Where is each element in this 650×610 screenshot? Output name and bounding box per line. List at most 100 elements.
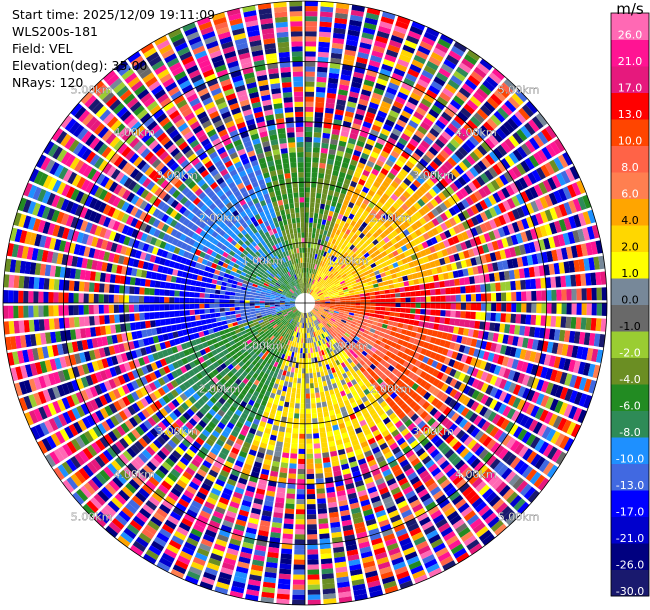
velocity-gate — [393, 176, 402, 185]
velocity-gate — [443, 145, 454, 156]
velocity-gate — [573, 391, 583, 405]
velocity-gate — [226, 319, 233, 324]
velocity-gate — [521, 361, 529, 373]
velocity-gate — [315, 392, 320, 398]
velocity-gate — [535, 365, 544, 377]
velocity-gate — [360, 174, 368, 182]
velocity-gate — [513, 269, 520, 279]
velocity-gate — [354, 249, 361, 256]
velocity-gate — [437, 38, 452, 49]
velocity-gate — [402, 340, 409, 348]
velocity-gate — [307, 554, 319, 560]
velocity-gate — [309, 289, 312, 294]
velocity-gate — [326, 231, 332, 237]
velocity-gate — [357, 207, 365, 214]
velocity-gate — [465, 258, 473, 267]
velocity-gate — [317, 508, 328, 514]
velocity-gate — [405, 330, 412, 337]
velocity-gate — [349, 244, 355, 251]
velocity-gate — [318, 513, 328, 519]
velocity-gate — [465, 196, 475, 206]
velocity-gate — [376, 235, 383, 243]
velocity-gate — [519, 349, 527, 360]
velocity-gate — [314, 298, 320, 301]
velocity-gate — [328, 310, 334, 314]
velocity-gate — [460, 311, 466, 319]
velocity-gate — [318, 46, 330, 53]
velocity-gate — [394, 355, 401, 363]
velocity-gate — [507, 168, 518, 181]
velocity-gate — [522, 337, 529, 348]
velocity-gate — [483, 408, 493, 420]
velocity-gate — [299, 418, 305, 424]
velocity-gate — [323, 209, 329, 216]
velocity-gate — [436, 331, 443, 339]
velocity-gate — [382, 243, 389, 251]
velocity-gate — [323, 292, 329, 296]
velocity-gate — [319, 285, 324, 290]
velocity-gate — [326, 241, 331, 248]
velocity-gate — [440, 212, 449, 222]
velocity-gate — [300, 403, 305, 409]
velocity-gate — [489, 399, 498, 410]
velocity-gate — [480, 172, 490, 184]
velocity-gate — [345, 254, 351, 260]
velocity-gate — [353, 316, 359, 320]
velocity-gate — [484, 362, 492, 372]
velocity-gate — [346, 241, 352, 248]
velocity-gate — [364, 217, 371, 225]
velocity-gate — [497, 202, 507, 214]
velocity-gate — [499, 174, 509, 186]
velocity-gate — [329, 305, 335, 308]
velocity-gate — [306, 283, 308, 289]
velocity-gate — [359, 255, 366, 261]
velocity-gate — [366, 7, 381, 16]
velocity-gate — [487, 352, 495, 362]
velocity-gate — [405, 297, 411, 303]
velocity-gate — [332, 277, 338, 282]
velocity-gate — [301, 378, 305, 384]
velocity-gate — [455, 66, 469, 78]
velocity-gate — [497, 107, 509, 120]
velocity-gate — [477, 330, 484, 339]
velocity-gate — [568, 215, 577, 229]
velocity-gate — [528, 419, 539, 432]
velocity-gate — [431, 104, 443, 115]
velocity-gate — [466, 398, 475, 409]
velocity-gate — [479, 360, 487, 370]
velocity-gate — [348, 335, 354, 341]
velocity-gate — [319, 533, 330, 540]
velocity-gate — [305, 388, 310, 394]
velocity-gate — [324, 269, 329, 275]
velocity-gate — [324, 284, 330, 288]
velocity-gate — [442, 272, 449, 280]
velocity-gate — [372, 231, 380, 239]
velocity-gate — [464, 239, 472, 249]
velocity-gate — [369, 129, 380, 137]
velocity-gate — [387, 197, 395, 205]
velocity-gate — [361, 89, 372, 97]
velocity-gate — [536, 340, 544, 351]
velocity-gate — [399, 382, 407, 390]
velocity-gate — [313, 308, 319, 312]
velocity-gate — [334, 160, 342, 167]
velocity-gate — [320, 558, 333, 565]
velocity-gate — [321, 288, 326, 292]
velocity-gate — [418, 321, 425, 327]
velocity-gate — [462, 421, 472, 432]
velocity-gate — [417, 45, 431, 56]
velocity-gate — [400, 308, 406, 313]
velocity-gate — [500, 103, 513, 116]
velocity-gate — [368, 155, 377, 164]
velocity-gate — [314, 382, 319, 388]
velocity-gate — [373, 343, 380, 349]
velocity-gate — [364, 143, 374, 151]
velocity-gate — [335, 155, 343, 162]
velocity-gate — [341, 226, 348, 233]
velocity-gate — [470, 311, 476, 320]
velocity-gate — [404, 313, 411, 319]
velocity-gate — [558, 219, 567, 232]
velocity-gate — [355, 199, 362, 207]
velocity-gate — [364, 312, 370, 316]
